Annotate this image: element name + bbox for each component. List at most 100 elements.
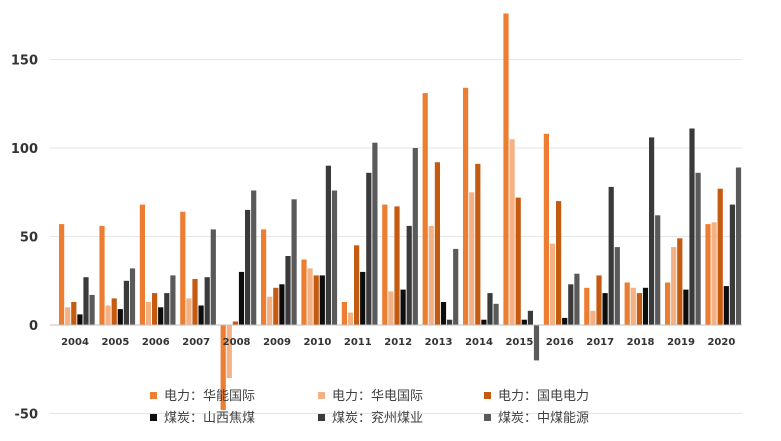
bar-2006-s5 [170,275,176,325]
bar-2013-s5 [453,248,459,325]
bar-2013-s3 [440,302,447,325]
bar-2015-s0 [503,13,509,325]
bar-2012-s1 [388,291,394,325]
bar-2019-s2 [677,238,683,325]
bar-2008-s1 [226,325,232,379]
y-tick-label: 50 [20,231,38,246]
bar-2005-s4 [123,280,129,326]
bar-2015-s4 [527,310,533,325]
bar-2017-s5 [614,247,620,325]
bar-2011-s2 [354,245,360,325]
bar-2009-s2 [273,287,279,325]
legend-swatch-5 [484,414,491,421]
bar-2012-s3 [400,289,406,325]
bar-2015-s2 [515,197,521,325]
x-tick-label: 2016 [546,337,574,348]
y-tick-label: -50 [15,408,39,423]
bar-2018-s3 [642,287,649,325]
bar-2016-s0 [543,133,549,325]
bar-2017-s0 [584,287,590,325]
bar-2007-s1 [186,298,192,325]
x-axis-ticks: 2004 2005 2006 2007 2008 2009 2010 2011 2012 2013… [61,337,735,348]
legend-label-3: 煤炭：山西焦煤 [164,411,255,426]
bar-2004-s2 [71,302,77,325]
legend-swatch-1 [318,392,325,399]
bar-2017-s4 [608,186,614,325]
x-tick-label: 2018 [627,337,655,348]
bar-2013-s4 [447,319,453,325]
bar-2014-s5 [493,303,499,325]
legend-label-2: 电力：国电电力 [498,389,589,404]
bar-2008-s4 [245,209,251,325]
bar-2004-s4 [83,277,89,325]
bar-2019-s3 [683,289,689,325]
legend-label-1: 电力：华电国际 [332,389,423,404]
bar-2019-s1 [671,247,677,325]
bar-2020-s1 [711,222,717,325]
bar-2012-s0 [382,204,388,325]
bar-2009-s3 [279,284,285,325]
bar-2007-s5 [210,229,216,325]
legend-swatch-3 [150,414,157,421]
bar-2014-s2 [475,163,481,325]
bar-2014-s1 [469,192,475,326]
x-tick-label: 2011 [344,337,372,348]
bar-2010-s5 [331,190,338,325]
bar-2008-s5 [251,190,257,325]
bar-2013-s0 [422,93,428,325]
x-tick-label: 2012 [384,337,412,348]
bar-2010-s3 [319,275,325,325]
bar-2012-s4 [406,225,412,325]
bar-2006-s2 [152,293,158,325]
legend-label-5: 煤炭：中煤能源 [498,411,589,426]
bar-2011-s4 [366,172,372,325]
bar-2014-s3 [481,319,487,325]
bar-2014-s0 [463,87,469,325]
bar-2008-s2 [232,321,238,325]
bar-2015-s5 [533,325,540,361]
bar-2017-s1 [590,310,596,325]
x-tick-label: 2005 [101,337,129,348]
bar-2012-s5 [412,148,418,325]
bar-2006-s1 [145,302,152,325]
bar-2018-s5 [655,215,661,325]
x-tick-label: 2008 [223,337,251,348]
x-tick-label: 2004 [61,337,89,348]
x-tick-label: 2020 [707,337,735,348]
bar-2015-s1 [509,139,515,325]
bar-2007-s0 [180,211,186,325]
bar-2015-s3 [521,319,527,325]
bar-2005-s2 [111,298,117,325]
x-tick-label: 2009 [263,337,291,348]
x-tick-label: 2015 [505,337,533,348]
bar-2016-s2 [556,201,562,325]
bar-2020-s2 [717,188,723,325]
bar-2016-s4 [568,284,574,325]
bar-2005-s0 [99,225,105,325]
bar-2009-s1 [267,296,273,325]
bar-2013-s1 [428,225,434,325]
bar-2006-s0 [139,204,145,325]
bar-2018-s4 [649,137,655,325]
bar-2016-s1 [549,243,556,325]
legend-swatch-2 [484,392,491,399]
bar-2016-s5 [574,273,580,325]
x-tick-label: 2006 [142,337,170,348]
y-tick-label: 0 [29,319,38,334]
bar-2009-s4 [285,256,291,325]
bar-2013-s2 [434,162,440,325]
bar-2004-s1 [65,307,71,325]
bar-2017-s3 [602,293,608,325]
bar-2016-s3 [562,317,568,325]
x-tick-label: 2019 [667,337,695,348]
bar-2010-s1 [307,268,313,325]
bar-2005-s1 [105,305,111,325]
y-tick-label: 100 [11,142,38,157]
legend-swatch-4 [318,414,325,421]
bar-2005-s3 [117,309,123,325]
bar-2011-s0 [341,302,347,325]
bar-2006-s3 [158,307,164,325]
bar-2010-s4 [325,165,331,325]
bar-2019-s4 [689,128,695,325]
bar-marks [59,13,742,410]
